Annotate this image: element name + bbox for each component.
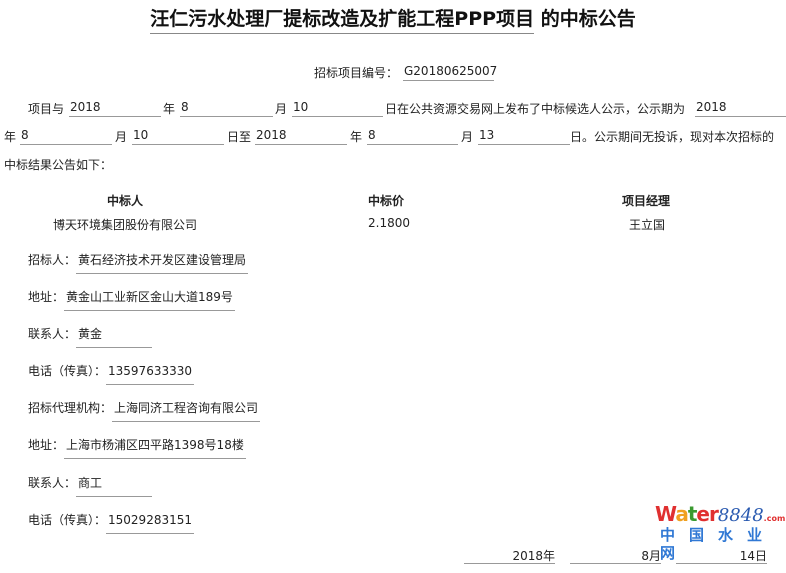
footer-year: 2018年 — [464, 547, 555, 564]
text: 日在公共资源交易网上发布了中标候选人公示，公示期为 — [385, 102, 686, 116]
end-day: 13 — [478, 128, 570, 145]
field-row: 联系人： 黄金 — [28, 325, 153, 348]
field-value: 上海市杨浦区四平路1398号18楼 — [64, 438, 246, 459]
watermark-logo: Water8848.com — [655, 502, 786, 526]
text: 月 — [461, 130, 474, 144]
field-label: 联系人： — [28, 476, 77, 490]
project-number-label: 招标项目编号： — [314, 66, 399, 80]
field-value: 黄金 — [76, 327, 153, 348]
field-row: 电话（传真）： 13597633330 — [28, 362, 194, 385]
field-row: 联系人： 商工 — [28, 474, 153, 497]
field-value: 13597633330 — [106, 364, 194, 385]
text: 年 — [4, 130, 17, 144]
manager: 王立国 — [629, 218, 666, 232]
text: 项目与 — [28, 102, 65, 116]
field-row: 电话（传真）： 15029283151 — [28, 511, 194, 534]
field-row: 地址： 上海市杨浦区四平路1398号18楼 — [28, 436, 246, 459]
field-label: 电话（传真）： — [28, 364, 107, 378]
start-month: 8 — [20, 128, 112, 145]
field-label: 地址： — [28, 438, 65, 452]
publish-day: 10 — [292, 100, 383, 117]
text: 中标结果公告如下： — [4, 158, 113, 172]
text: 月 — [115, 130, 128, 144]
winner: 博天环境集团股份有限公司 — [53, 218, 198, 232]
publish-month: 8 — [180, 100, 273, 117]
field-row: 地址： 黄金山工业新区金山大道189号 — [28, 288, 235, 311]
end-month: 8 — [367, 128, 458, 145]
publish-year: 2018 — [69, 100, 161, 117]
start-year: 2018 — [695, 100, 786, 117]
text: 月 — [275, 102, 288, 116]
field-label: 招标代理机构： — [28, 401, 113, 415]
field-label: 电话（传真）： — [28, 513, 107, 527]
header-price: 中标价 — [368, 194, 405, 208]
field-value: 黄金山工业新区金山大道189号 — [64, 290, 235, 311]
field-row: 招标代理机构： 上海同济工程咨询有限公司 — [28, 399, 261, 422]
end-year: 2018 — [255, 128, 347, 145]
field-label: 联系人： — [28, 327, 77, 341]
field-label: 地址： — [28, 290, 65, 304]
price: 2.1800 — [368, 216, 410, 230]
project-number: G20180625007 — [403, 64, 497, 81]
header-winner: 中标人 — [107, 194, 144, 208]
footer-month: 8月 — [570, 547, 661, 564]
field-value: 商工 — [76, 476, 153, 497]
field-value: 15029283151 — [106, 513, 194, 534]
start-day: 10 — [132, 128, 224, 145]
field-value: 上海同济工程咨询有限公司 — [112, 401, 261, 422]
page-title: 汪仁污水处理厂提标改造及扩能工程PPP项目 的中标公告 — [0, 4, 786, 34]
header-manager: 项目经理 — [622, 194, 671, 208]
text: 年 — [163, 102, 176, 116]
text: 年 — [350, 130, 363, 144]
footer-day: 14日 — [676, 547, 767, 564]
text: 日至 — [227, 130, 252, 144]
field-row: 招标人： 黄石经济技术开发区建设管理局 — [28, 251, 249, 274]
field-value: 黄石经济技术开发区建设管理局 — [76, 253, 249, 274]
field-label: 招标人： — [28, 253, 77, 267]
text: 日。公示期间无投诉，现对本次招标的 — [570, 130, 775, 144]
watermark-cn: 中国水业网 — [660, 526, 777, 562]
